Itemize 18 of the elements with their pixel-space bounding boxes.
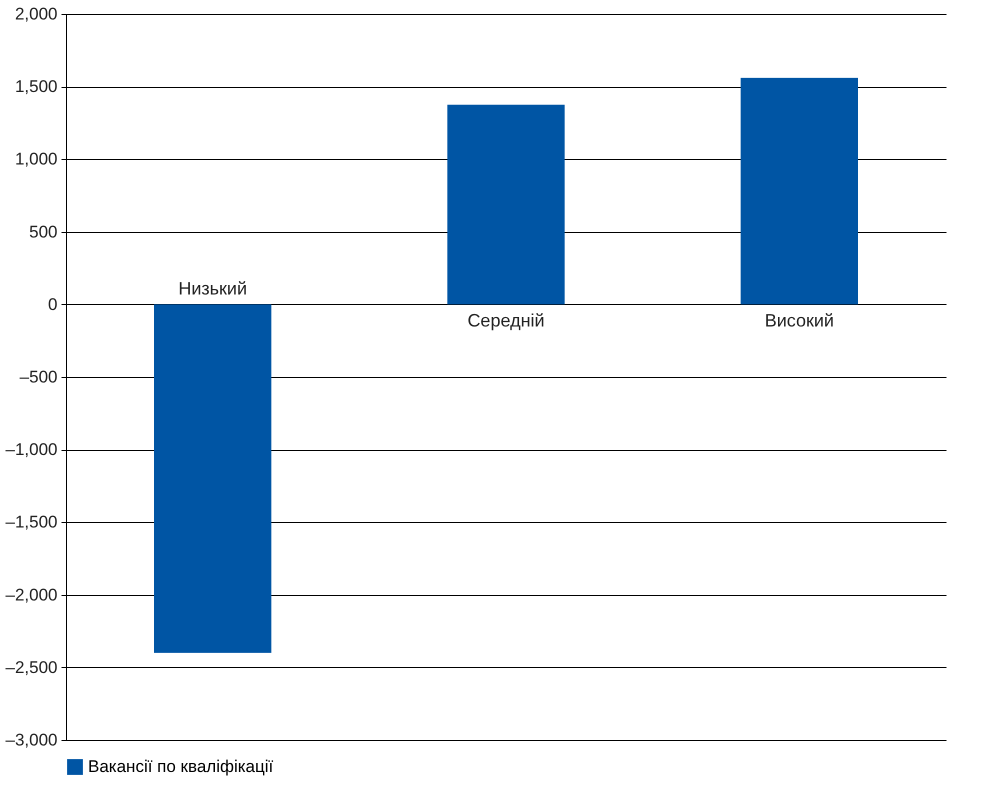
y-tick-label: –500 bbox=[20, 368, 58, 386]
x-tick-label: Середній bbox=[467, 310, 545, 330]
bar bbox=[154, 304, 272, 653]
y-tick-label: 1,500 bbox=[14, 77, 58, 96]
legend-label: Вакансії по кваліфікації bbox=[88, 757, 274, 776]
y-tick-label: 500 bbox=[29, 222, 58, 242]
y-tick-label: –3,000 bbox=[6, 730, 58, 750]
y-tick-label: 1,000 bbox=[14, 150, 58, 169]
x-tick-label: Низький bbox=[178, 278, 248, 298]
y-tick-label: –2,500 bbox=[6, 658, 58, 677]
bar bbox=[447, 104, 565, 304]
bar bbox=[740, 78, 858, 304]
y-tick-label: –1,500 bbox=[6, 512, 58, 532]
y-tick-label: –1,000 bbox=[6, 440, 58, 460]
y-tick-label: 2,000 bbox=[14, 4, 58, 24]
y-tick-label: 0 bbox=[48, 294, 58, 314]
y-tick-label: –2,000 bbox=[6, 585, 58, 604]
x-tick-label: Високий bbox=[764, 310, 834, 330]
